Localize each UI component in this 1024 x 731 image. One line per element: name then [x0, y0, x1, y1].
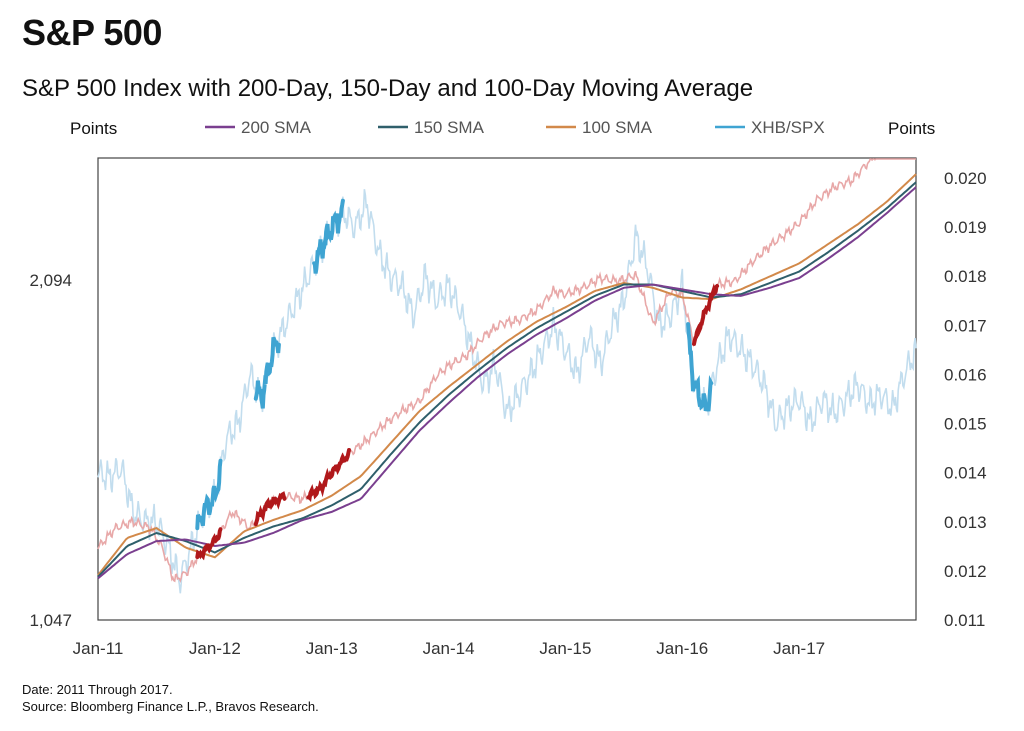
y-left-tick-label: 1,047 — [29, 611, 72, 630]
x-tick-label: Jan-17 — [773, 639, 825, 658]
xhb-highlight-segment — [253, 336, 281, 409]
sp500-highlight-segment — [306, 448, 351, 503]
xhb-highlight-segment — [686, 322, 714, 412]
y-right-tick-label: 0.020 — [944, 169, 987, 188]
y-left-tick-label: 2,094 — [29, 271, 72, 290]
legend-item: 100 SMA — [546, 118, 653, 137]
y-right-tick-label: 0.014 — [944, 464, 987, 483]
plot-frame — [97, 157, 917, 621]
xhb-highlight-segment — [312, 198, 345, 274]
axis-layer: Jan-11 Jan-12 Jan-13 Jan-14 Jan-15 Jan-16 Jan-… — [29, 169, 986, 658]
y-right-tick-label: 0.015 — [944, 415, 987, 434]
y-right-tick-label: 0.011 — [944, 611, 985, 630]
series-line-100-sma — [97, 173, 917, 576]
y-right-tick-label: 0.019 — [944, 218, 987, 237]
x-tick-label: Jan-14 — [423, 639, 475, 658]
x-tick-label: Jan-15 — [539, 639, 591, 658]
legend-item: 150 SMA — [378, 118, 485, 137]
y-right-tick-label: 0.016 — [944, 365, 987, 384]
y-right-tick-label: 0.013 — [944, 513, 987, 532]
legend-label: 100 SMA — [582, 118, 653, 137]
legend-label: XHB/SPX — [751, 118, 825, 137]
footnote-source: Source: Bloomberg Finance L.P., Bravos R… — [22, 699, 319, 714]
sp500-highlight-segment — [692, 283, 720, 346]
footnote-date: Date: 2011 Through 2017. — [22, 682, 173, 697]
series-layer — [97, 158, 917, 594]
y-right-tick-label: 0.017 — [944, 316, 987, 335]
legend-item: 200 SMA — [205, 118, 312, 137]
legend-label: 150 SMA — [414, 118, 485, 137]
sp500-highlight-segment — [253, 491, 287, 527]
chart-subtitle: S&P 500 Index with 200-Day, 150-Day and … — [22, 75, 754, 102]
series-line-200-sma — [97, 186, 917, 580]
chart-title: S&P 500 — [22, 12, 162, 53]
x-tick-label: Jan-13 — [306, 639, 358, 658]
y-right-tick-label: 0.012 — [944, 562, 987, 581]
x-tick-label: Jan-12 — [189, 639, 241, 658]
legend-label: 200 SMA — [241, 118, 312, 137]
sp500-highlight-segment — [195, 527, 223, 561]
series-line-xhb-spx — [97, 189, 917, 594]
series-line-sp500 — [97, 158, 916, 583]
x-tick-label: Jan-16 — [656, 639, 708, 658]
legend: 200 SMA 150 SMA 100 SMA XHB/SPX — [205, 118, 825, 137]
y-right-tick-label: 0.018 — [944, 267, 987, 286]
legend-item: XHB/SPX — [715, 118, 825, 137]
series-line-150-sma — [97, 181, 917, 578]
right-axis-unit: Points — [888, 119, 935, 138]
x-tick-label: Jan-11 — [73, 639, 124, 658]
xhb-highlight-segment — [195, 458, 223, 531]
left-axis-unit: Points — [70, 119, 117, 138]
